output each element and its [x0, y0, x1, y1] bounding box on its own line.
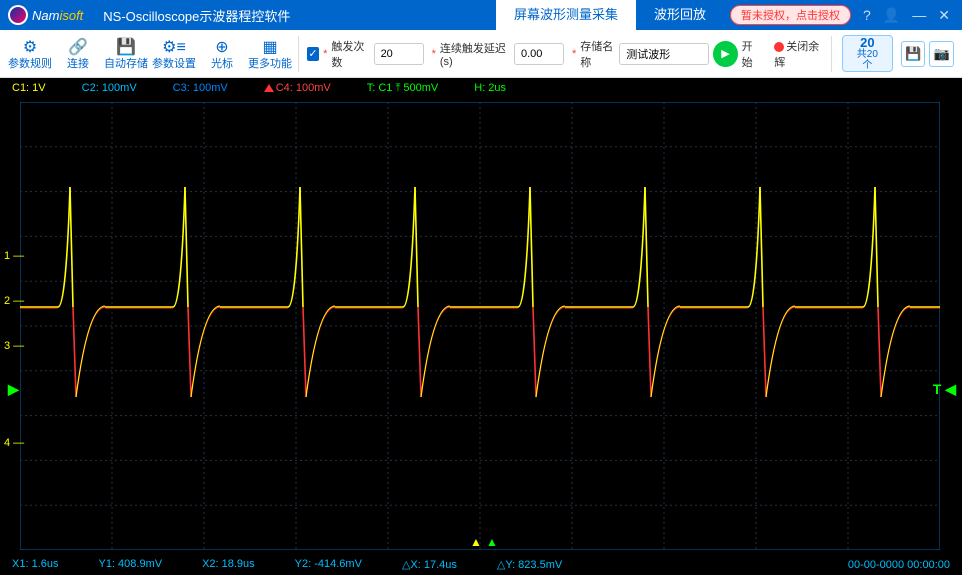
- logo: Namisoft: [0, 5, 91, 25]
- delay-field: *连续触发延迟(s): [432, 40, 564, 68]
- logo-text: Namisoft: [32, 8, 83, 23]
- save-button[interactable]: 💾: [901, 41, 926, 67]
- waveform-canvas[interactable]: ▲▲: [20, 102, 940, 550]
- tab-playback[interactable]: 波形回放: [636, 0, 724, 30]
- start-label: 开始: [742, 38, 763, 70]
- close-icon[interactable]: ✕: [938, 7, 950, 24]
- meas-y1: Y1: 408.9mV: [98, 558, 162, 571]
- meas-x1: X1: 1.6us: [12, 558, 58, 571]
- name-field: *存储名称: [572, 38, 709, 70]
- channel-label: C2: 100mV: [82, 82, 137, 95]
- minimize-icon[interactable]: —: [912, 7, 926, 23]
- trigger-checkbox[interactable]: ✓: [307, 47, 319, 61]
- yaxis-label: 3 —: [4, 340, 24, 352]
- user-icon[interactable]: 👤: [883, 7, 900, 24]
- timestamp: 00-00-0000 00:00:00: [848, 559, 950, 571]
- svg-text:▲: ▲: [486, 535, 498, 549]
- meas-y2: Y2: -414.6mV: [295, 558, 362, 571]
- logo-icon: [8, 5, 28, 25]
- channel-label: T: C1 ⤒ 500mV: [367, 82, 439, 95]
- toolbar-参数设置[interactable]: ⚙≡参数设置: [150, 37, 198, 71]
- auth-button[interactable]: 暂未授权，点击授权: [730, 5, 851, 25]
- measurement-labels: X1: 1.6us Y1: 408.9mV X2: 18.9us Y2: -41…: [12, 558, 950, 571]
- window-controls: ? 👤 — ✕: [851, 7, 962, 24]
- titlebar: Namisoft NS-Oscilloscope示波器程控软件 屏幕波形测量采集…: [0, 0, 962, 30]
- afterglow-toggle[interactable]: 关闭余辉: [774, 38, 827, 70]
- toolbar-连接[interactable]: 🔗连接: [54, 37, 102, 71]
- play-button[interactable]: ▶: [713, 41, 737, 67]
- app-title: NS-Oscilloscope示波器程控软件: [91, 6, 302, 25]
- meas-dx: △X: 17.4us: [402, 558, 457, 571]
- toolbar-更多功能[interactable]: ▦更多功能: [246, 37, 294, 71]
- toolbar-参数规则[interactable]: ⚙参数规则: [6, 37, 54, 71]
- yaxis-label: 2 —: [4, 295, 24, 307]
- tab-capture[interactable]: 屏幕波形测量采集: [496, 0, 636, 30]
- channel-label: C1: 1V: [12, 82, 46, 95]
- meas-dy: △Y: 823.5mV: [497, 558, 562, 571]
- channel-label: H: 2us: [474, 82, 506, 95]
- trigger-marker-left: ▶: [8, 381, 19, 398]
- meas-x2: X2: 18.9us: [202, 558, 255, 571]
- yaxis-label: 1 —: [4, 250, 24, 262]
- channel-label: C4: 100mV: [264, 82, 331, 95]
- delay-input[interactable]: [514, 43, 564, 65]
- trigger-count-input[interactable]: [374, 43, 424, 65]
- svg-text:▲: ▲: [470, 535, 482, 549]
- channel-label: C3: 100mV: [173, 82, 228, 95]
- trigger-marker-right: T ◀: [933, 381, 956, 398]
- channel-labels: C1: 1V C2: 100mV C3: 100mV C4: 100mV T: C1 ⤒…: [12, 82, 950, 95]
- toolbar-自动存储[interactable]: 💾自动存储: [102, 37, 150, 71]
- toolbar-光标[interactable]: ⊕光标: [198, 37, 246, 71]
- help-icon[interactable]: ?: [863, 7, 871, 23]
- title-tabs: 屏幕波形测量采集 波形回放: [496, 0, 724, 30]
- yaxis-label: 4 —: [4, 437, 24, 449]
- counter-box[interactable]: 20 共20个: [842, 35, 893, 72]
- toolbar: ⚙参数规则🔗连接💾自动存储⚙≡参数设置⊕光标▦更多功能 ✓ *触发次数 *连续触…: [0, 30, 962, 78]
- scope-area: C1: 1V C2: 100mV C3: 100mV C4: 100mV T: C1 ⤒…: [0, 78, 962, 575]
- name-input[interactable]: [619, 43, 709, 65]
- camera-button[interactable]: 📷: [929, 41, 954, 67]
- trigger-count-field: ✓ *触发次数: [307, 38, 424, 70]
